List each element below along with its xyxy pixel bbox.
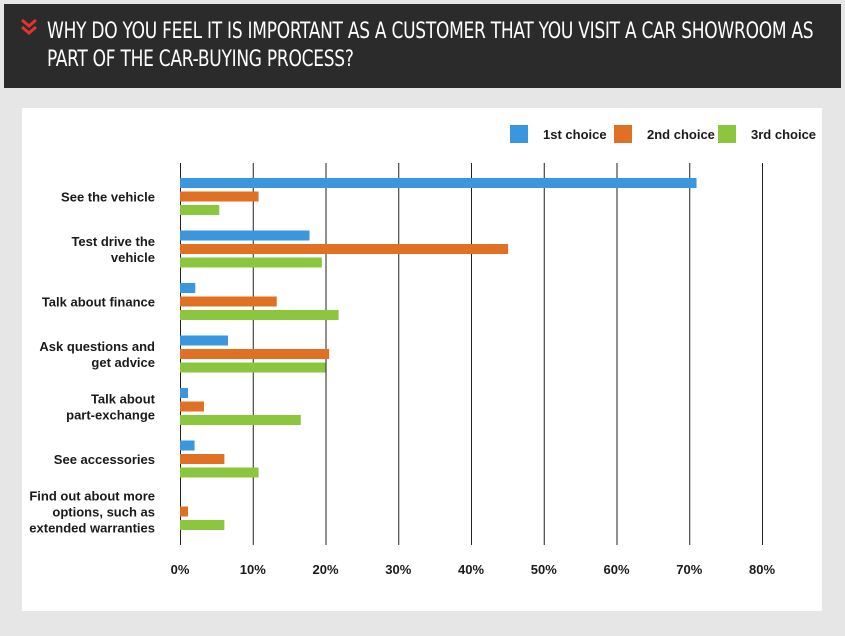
x-tick-label: 30% (385, 562, 411, 577)
legend-swatch (510, 125, 528, 143)
x-tick-label: 20% (312, 562, 338, 577)
bar (180, 335, 229, 346)
header-bar: Why do you feel it is important as a cus… (4, 4, 841, 88)
legend-label: 1st choice (543, 127, 607, 142)
bar (180, 205, 220, 215)
category-label: See the vehicle (61, 190, 155, 205)
legend: 1st choice 2nd choice 3rd choice (510, 125, 816, 143)
bar (180, 388, 189, 398)
bar (180, 310, 339, 320)
x-tick-label: 60% (603, 562, 629, 577)
x-tick-label: 0% (171, 562, 190, 577)
category-label: Ask questions and get advice (39, 339, 155, 370)
legend-label: 3rd choice (751, 127, 816, 142)
bar (180, 362, 326, 373)
x-tick-label: 50% (531, 562, 557, 577)
x-tick-label: 10% (240, 562, 266, 577)
category-label: See accessories (54, 452, 155, 467)
x-tick-labels: 0% 10% 20% 30% 40% 50% 60% 70% 80% (171, 562, 776, 577)
bar (180, 454, 225, 464)
category-labels: See the vehicle Test drive the vehicle Talk… (29, 190, 155, 536)
legend-swatch (718, 125, 736, 143)
bars (180, 178, 697, 530)
x-tick-label: 40% (458, 562, 484, 577)
legend-swatch (614, 125, 632, 143)
category-label: Talk about finance (42, 295, 155, 310)
bar (180, 230, 310, 241)
bar (180, 440, 195, 451)
bar (180, 191, 259, 202)
category-label: Test drive the vehicle (71, 234, 155, 265)
bar (180, 520, 225, 530)
x-tick-label: 70% (676, 562, 702, 577)
legend-label: 2nd choice (647, 127, 715, 142)
bar (180, 244, 509, 254)
bar (180, 506, 189, 517)
category-label: Find out about more options, such as exten… (29, 489, 155, 536)
chart-title: Why do you feel it is important as a cus… (47, 19, 814, 72)
bar (180, 257, 322, 268)
x-tick-label: 80% (749, 562, 775, 577)
bar (180, 296, 277, 307)
double-chevron-down-icon (21, 18, 37, 35)
bar (180, 415, 301, 425)
chart-panel: 1st choice 2nd choice 3rd choice See the v… (22, 108, 822, 611)
bar (180, 349, 330, 359)
bar (180, 401, 205, 412)
bar (180, 283, 196, 293)
gridlines (180, 163, 763, 545)
bar (180, 178, 697, 188)
bar-chart: 1st choice 2nd choice 3rd choice See the v… (29, 125, 816, 577)
bar (180, 467, 259, 478)
category-label: Talk about part-exchange (66, 392, 156, 423)
